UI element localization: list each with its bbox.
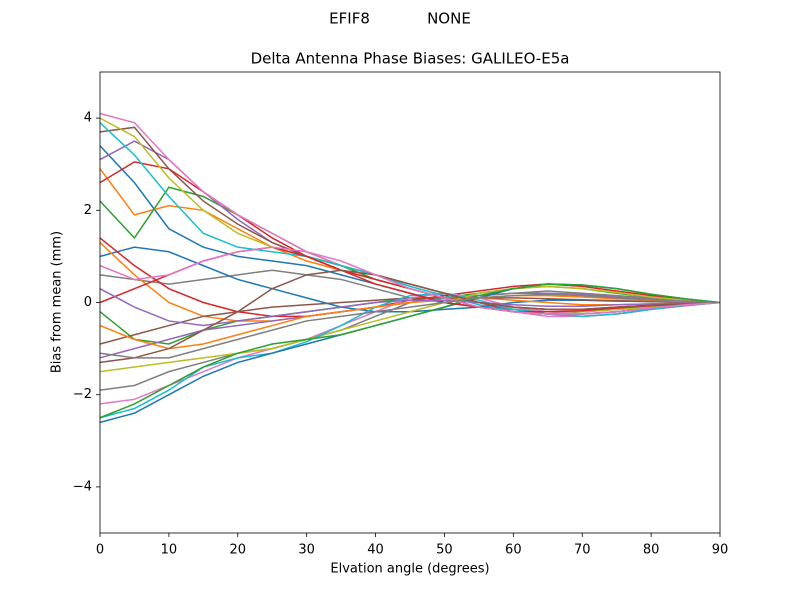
x-tick-label: 80 [643,543,660,558]
y-axis-label: Bias from mean (mm) [50,231,65,373]
data-line [99,246,721,315]
y-tick-label: 0 [84,295,92,310]
y-tick-label: −2 [73,387,92,402]
x-tick-label: 70 [574,543,591,558]
data-line [99,269,721,364]
chart-title: Delta Antenna Phase Biases: GALILEO-E5a [251,50,570,68]
x-tick-label: 60 [505,543,522,558]
data-line [99,283,721,419]
suptitle: EFIF8 NONE [329,10,471,28]
y-tick-label: 2 [84,203,92,218]
x-tick-label: 50 [436,543,453,558]
data-line [99,293,721,359]
y-tick-label: 4 [84,111,92,126]
x-tick-label: 10 [161,543,178,558]
x-axis-label: Elvation angle (degrees) [330,562,489,577]
x-tick-label: 20 [230,543,247,558]
plot-lines [99,112,721,424]
x-tick-label: 40 [367,543,384,558]
data-line [99,294,721,350]
data-line [99,285,721,373]
x-tick-label: 30 [298,543,315,558]
data-line [99,288,721,327]
x-tick-label: 90 [712,543,729,558]
x-tick-label: 0 [96,543,104,558]
y-tick-label: −4 [73,479,92,494]
